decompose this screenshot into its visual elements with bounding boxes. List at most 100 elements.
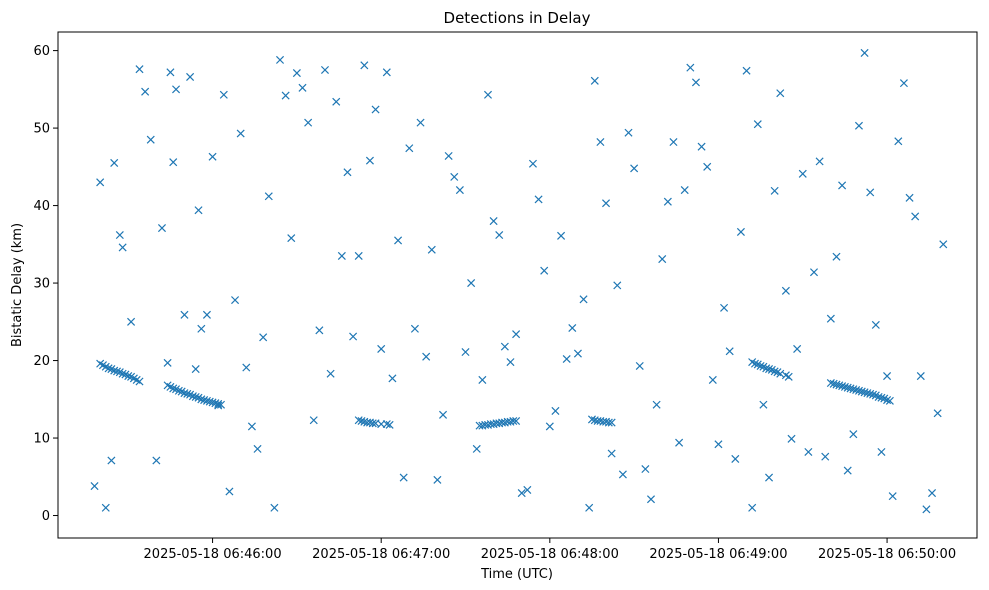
data-point [247, 422, 256, 431]
data-point [444, 151, 453, 161]
data-point [512, 330, 521, 339]
data-point [534, 195, 543, 204]
data-point [680, 186, 689, 195]
data-point [96, 178, 105, 187]
data-point [382, 420, 391, 429]
plot-frame [57, 31, 978, 539]
data-point [225, 487, 234, 496]
data-point [292, 69, 301, 78]
data-point [270, 503, 279, 512]
x-tick-label: 2025-05-18 06:49:00 [649, 547, 787, 562]
data-point [118, 369, 127, 378]
data-point [871, 320, 880, 329]
data-point [551, 406, 560, 415]
data-point [483, 90, 493, 99]
data-point [382, 68, 391, 77]
data-point [135, 65, 144, 74]
data-point [866, 188, 875, 197]
data-point [714, 440, 723, 449]
data-point [326, 369, 335, 378]
data-point [127, 317, 136, 326]
data-point [899, 79, 908, 88]
data-point [624, 128, 633, 137]
y-tick-label: 0 [42, 509, 50, 524]
data-point [298, 83, 307, 92]
data-point [169, 158, 178, 167]
data-point [320, 65, 330, 74]
data-point [787, 434, 796, 443]
data-point [264, 192, 273, 201]
data-point [540, 266, 549, 275]
data-point [124, 372, 133, 381]
data-point [826, 314, 835, 323]
data-point [450, 172, 459, 181]
data-point [523, 485, 532, 494]
data-point [686, 63, 695, 72]
data-point [394, 236, 403, 245]
data-point [183, 389, 192, 398]
data-point [163, 358, 172, 367]
data-point [669, 138, 678, 147]
data-point [146, 135, 155, 144]
data-point [933, 409, 942, 418]
y-tick-label: 30 [33, 277, 50, 292]
data-point [798, 169, 807, 178]
data-point [604, 418, 613, 427]
data-point [596, 138, 605, 147]
data-point [467, 279, 476, 288]
data-point [360, 61, 369, 70]
data-point [557, 231, 566, 240]
data-point [275, 55, 285, 64]
data-point [750, 359, 760, 368]
data-point [191, 392, 200, 401]
data-point [641, 465, 650, 474]
data-point [736, 227, 745, 236]
data-point [478, 375, 487, 384]
data-point [838, 181, 847, 190]
data-point [562, 354, 571, 364]
data-point [849, 430, 858, 439]
data-point [725, 347, 734, 356]
data-point [208, 152, 217, 161]
data-point [528, 159, 537, 168]
data-point [354, 251, 363, 260]
data-point [607, 418, 616, 427]
data-point [197, 324, 206, 333]
data-point [821, 452, 830, 461]
data-point [658, 255, 667, 264]
data-point [259, 333, 268, 342]
data-point [115, 230, 124, 240]
data-point [646, 495, 656, 504]
data-point [253, 444, 262, 453]
data-point [630, 164, 639, 173]
data-point [90, 482, 99, 491]
data-point [118, 243, 127, 252]
data-point [579, 295, 588, 304]
data-point [770, 186, 779, 195]
data-point [371, 105, 380, 114]
data-point [385, 420, 394, 429]
data-point [304, 118, 313, 127]
x-tick-label: 2025-05-18 06:46:00 [144, 547, 282, 562]
data-point [388, 374, 397, 383]
data-point [635, 361, 644, 371]
data-point [309, 416, 318, 425]
data-point [472, 444, 481, 453]
data-point [753, 120, 762, 129]
data-point [107, 456, 116, 465]
data-point [854, 121, 863, 130]
data-point [770, 367, 779, 376]
data-point [590, 76, 599, 85]
data-point [433, 475, 442, 484]
chart-title: Detections in Delay [444, 9, 591, 27]
data-point [883, 396, 892, 405]
data-point [691, 78, 700, 87]
data-point [663, 197, 672, 206]
data-point [742, 66, 751, 75]
data-point [242, 363, 251, 372]
data-point [489, 217, 498, 226]
data-point [573, 349, 582, 358]
data-point [720, 303, 729, 312]
